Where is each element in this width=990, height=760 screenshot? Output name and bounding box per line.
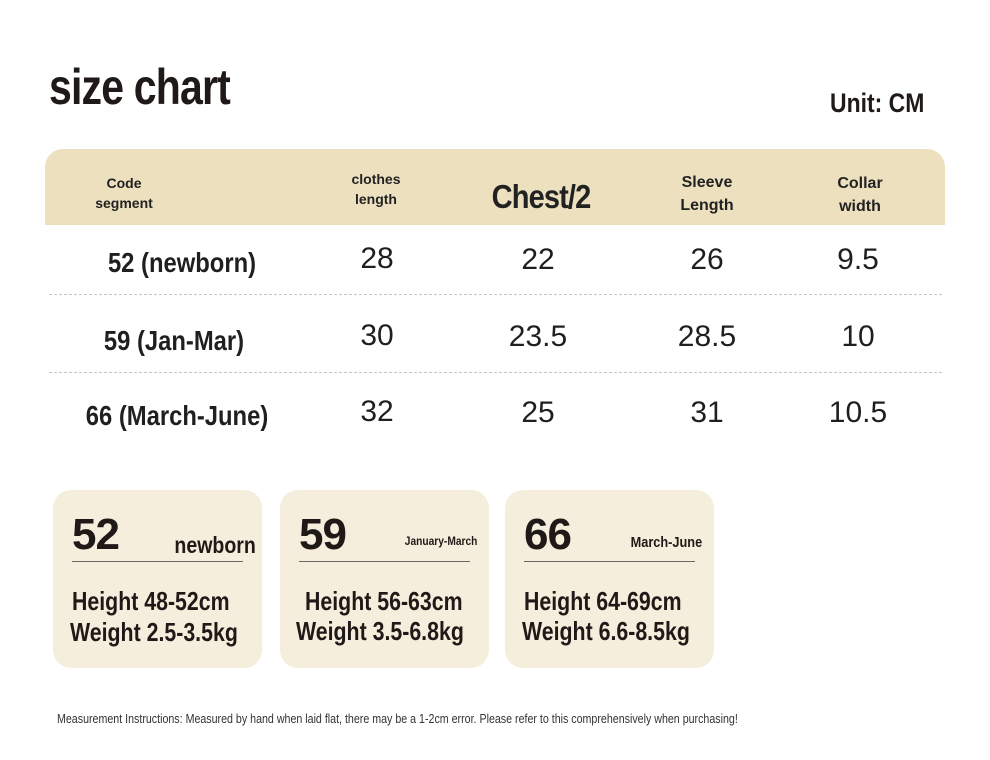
unit-label: Unit: CM <box>830 88 925 118</box>
row-collar: 10.5 <box>828 396 888 429</box>
card-label: newborn <box>174 532 256 558</box>
row-divider <box>49 372 942 373</box>
row-length: 30 <box>360 319 394 352</box>
row-sleeve: 28.5 <box>677 320 737 353</box>
card-height: Height 48-52cm <box>72 586 230 616</box>
card-size: 66 <box>524 510 572 559</box>
size-card-66: 66 March-June Height 64-69cm Weight 6.6-… <box>505 490 714 668</box>
table-row: 66 (March-June) 32 25 31 10.5 <box>45 378 945 454</box>
card-weight: Weight 3.5-6.8kg <box>296 616 464 646</box>
header-collar-line1: Collar <box>837 175 883 192</box>
header-collar-width: Collar width <box>837 172 882 218</box>
row-chest: 25 <box>521 396 555 429</box>
card-divider <box>524 561 695 562</box>
header-chest: Chest/2 <box>491 178 592 215</box>
measurement-note: Measurement Instructions: Measured by ha… <box>57 711 738 726</box>
header-collar-line2: width <box>839 198 881 216</box>
card-height: Height 56-63cm <box>305 586 463 616</box>
row-segment: 66 (March-June) <box>85 400 269 431</box>
header-code-line2: segment <box>95 195 153 212</box>
card-weight: Weight 6.6-8.5kg <box>522 616 690 646</box>
row-sleeve: 26 <box>690 243 724 276</box>
row-collar: 10 <box>841 320 875 353</box>
header-length-line1: clothes <box>351 171 401 187</box>
header-sleeve-line2: Length <box>680 197 734 215</box>
row-divider <box>49 294 942 295</box>
size-card-52: 52 newborn Height 48-52cm Weight 2.5-3.5… <box>53 490 262 668</box>
row-chest: 23.5 <box>508 320 568 353</box>
row-length: 28 <box>360 242 394 275</box>
card-divider <box>72 561 243 562</box>
row-chest: 22 <box>521 243 555 276</box>
table-row: 52 (newborn) 28 22 26 9.5 <box>45 225 945 301</box>
card-label: March-June <box>630 534 702 551</box>
card-label: January-March <box>404 534 477 548</box>
row-segment: 52 (newborn) <box>107 247 257 278</box>
row-segment: 59 (Jan-Mar) <box>103 325 245 356</box>
header-code-line1: Code <box>106 175 142 191</box>
card-size: 52 <box>72 510 120 559</box>
header-clothes-length: clothes length <box>351 169 400 210</box>
card-weight: Weight 2.5-3.5kg <box>70 617 238 647</box>
table-header: Code segment clothes length Chest/2 Slee… <box>45 149 945 225</box>
table-row: 59 (Jan-Mar) 30 23.5 28.5 10 <box>45 300 945 376</box>
header-sleeve-line1: Sleeve <box>681 174 733 191</box>
card-divider <box>299 561 470 562</box>
size-card-59: 59 January-March Height 56-63cm Weight 3… <box>280 490 489 668</box>
row-sleeve: 31 <box>690 396 724 429</box>
row-length: 32 <box>360 395 394 428</box>
page-title: size chart <box>49 59 231 115</box>
header-length-line2: length <box>354 191 397 208</box>
header-sleeve-length: Sleeve Length <box>680 171 733 217</box>
header-code-segment: Code segment <box>95 173 153 214</box>
card-size: 59 <box>299 510 347 559</box>
card-height: Height 64-69cm <box>524 586 682 616</box>
row-collar: 9.5 <box>837 243 879 276</box>
